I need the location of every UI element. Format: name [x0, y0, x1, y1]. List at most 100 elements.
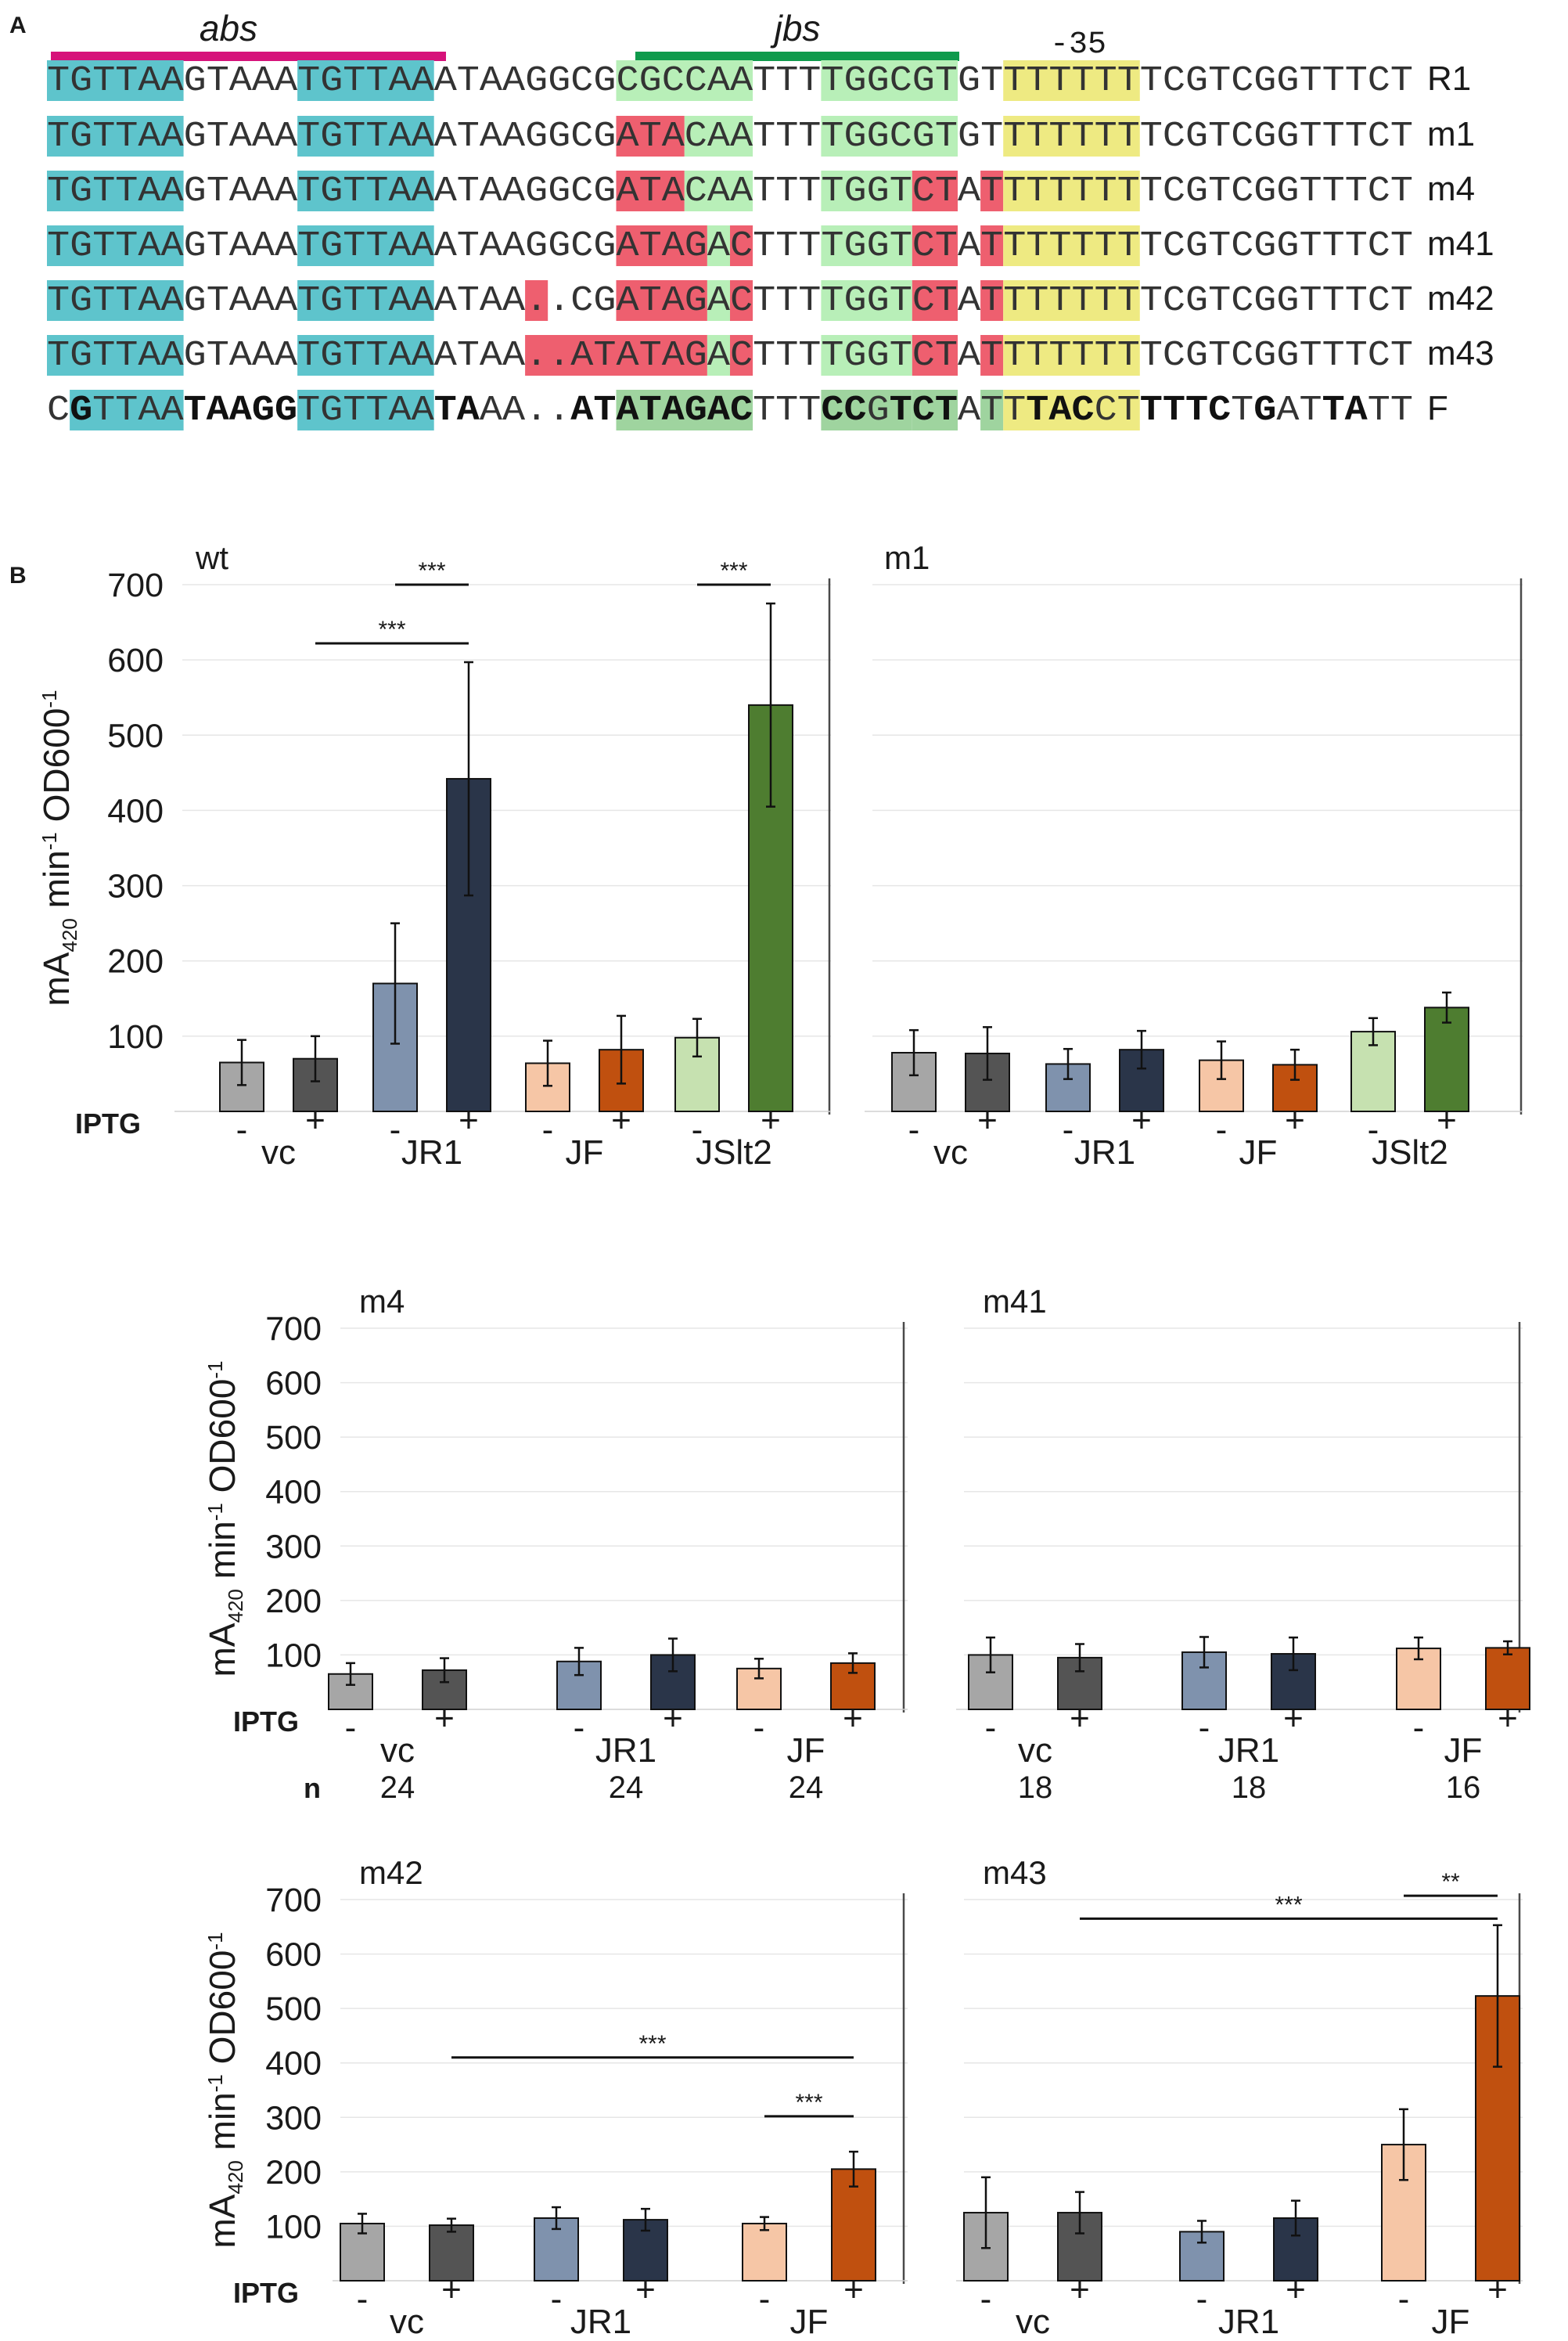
sequence-char: T [1117, 391, 1140, 430]
iptg-sign: - [542, 1111, 554, 1149]
box-abs [47, 171, 184, 211]
panel-title: m43 [983, 1854, 1047, 1891]
sequence-char: C [912, 391, 935, 430]
sequence-char: A [1276, 391, 1299, 430]
box-abs [70, 390, 184, 430]
group-label-jf: JF [1432, 2303, 1470, 2341]
sequence-label: m41 [1427, 225, 1494, 263]
y-axis-label-part: mA [202, 1622, 243, 1677]
box-m35 [1003, 335, 1140, 376]
n-label: n [304, 1772, 321, 1804]
box-mut [616, 116, 685, 157]
significance-label: *** [795, 2090, 822, 2116]
box-jbs [707, 335, 730, 376]
significance-label: *** [418, 558, 445, 584]
iptg-sign: - [357, 2280, 369, 2318]
sequence-row-m43: TGTTAAGTAAATGTTAAATAA..ATATAGACTTTTGGTCT… [47, 334, 1494, 376]
sequence-char: T [775, 391, 798, 430]
iptg-sign: + [843, 1699, 863, 1738]
iptg-sign: + [305, 1101, 325, 1140]
sequence-text: TGTTAAGTAAATGTTAAATAA..ATATAGACTTTTGGTCT… [47, 336, 1413, 376]
box-mut [730, 280, 753, 321]
sequence-char: G [867, 391, 890, 430]
sequence-char: T [753, 391, 775, 430]
box-mut [980, 171, 1004, 211]
iptg-sign: - [908, 1111, 920, 1149]
sequence-char: T [798, 391, 821, 430]
box-abs [297, 116, 434, 157]
iptg-sign: - [692, 1111, 703, 1149]
y-tick-label: 500 [265, 1990, 322, 2028]
n-value: 16 [1446, 1770, 1481, 1805]
sequence-char: T [1003, 391, 1026, 430]
sequence-char: T [1231, 391, 1253, 430]
iptg-sign: + [1070, 1699, 1090, 1738]
significance-label: *** [1275, 1892, 1302, 1918]
box-jbs [684, 171, 753, 211]
y-tick-label: 400 [107, 792, 164, 830]
sequence-char: A [958, 391, 980, 430]
iptg-sign: - [1368, 1111, 1379, 1149]
sequence-char: A [707, 391, 730, 430]
sequence-char: G [70, 391, 92, 430]
box-m35 [1003, 171, 1140, 211]
box-mut [616, 171, 685, 211]
n-value: 24 [789, 1770, 824, 1805]
y-tick-label: 600 [265, 1936, 322, 1974]
significance-label: *** [638, 2031, 666, 2057]
sequence-char: A [1048, 391, 1071, 430]
y-axis-label-part: -1 [38, 832, 61, 850]
jbs-region-label: jbs [770, 8, 821, 49]
sequence-char: G [275, 391, 297, 430]
box-mut [980, 225, 1004, 266]
significance-label: ** [1441, 1869, 1460, 1895]
y-tick-label: 500 [265, 1419, 322, 1457]
y-tick-label: 700 [107, 567, 164, 604]
sequence-char: G [320, 391, 343, 430]
iptg-sign: + [663, 1699, 683, 1738]
iptg-sign: + [441, 2271, 462, 2309]
sequence-text: TGTTAAGTAAATGTTAAATAAGGCGATAGACTTTTGGTCT… [47, 226, 1413, 266]
sequence-char: A [1345, 391, 1368, 430]
sequence-char: T [434, 391, 457, 430]
iptg-label: IPTG [75, 1107, 141, 1140]
box-abs [297, 335, 434, 376]
iptg-sign: - [1216, 1111, 1228, 1149]
group-label-vc: vc [380, 1731, 415, 1770]
y-tick-label: 200 [107, 943, 164, 981]
sequence-text: CGTTAATAAGGTGTTAATAAA..ATATAGACTTTCCGTCT… [47, 391, 1413, 430]
box-jbs [821, 116, 958, 157]
sequence-char: T [1300, 391, 1322, 430]
sequence-char: T [1390, 391, 1413, 430]
box-mut [616, 280, 707, 321]
box-abs [297, 390, 434, 430]
y-axis-label: mA420 min-1 OD600-1 [202, 1932, 247, 2248]
box-jbs [821, 280, 912, 321]
iptg-sign: - [345, 1709, 357, 1747]
box-abs [297, 171, 434, 211]
y-axis-label-part: min [202, 1521, 243, 1589]
iptg-sign: - [1398, 2280, 1410, 2318]
iptg-sign: - [390, 1111, 401, 1149]
sequence-char: A [229, 391, 252, 430]
iptg-sign: - [236, 1111, 248, 1149]
sequence-row-m4: TGTTAAGTAAATGTTAAATAAGGCGATACAATTTTGGTCT… [47, 170, 1475, 211]
y-axis-label-part: -1 [203, 1360, 227, 1378]
iptg-sign: - [985, 1709, 997, 1747]
box-mut [616, 225, 707, 266]
sequence-char: A [412, 391, 434, 430]
iptg-sign: + [611, 1101, 631, 1140]
y-tick-label: 200 [265, 1583, 322, 1620]
box-mut [525, 280, 548, 321]
group-label-jr1: JR1 [595, 1731, 656, 1770]
sequence-char: C [844, 391, 867, 430]
group-label-vc: vc [933, 1133, 968, 1172]
box-mut [912, 225, 958, 266]
sequence-char: T [980, 391, 1003, 430]
group-label-vc: vc [1016, 2303, 1050, 2341]
iptg-sign: - [1199, 1709, 1210, 1747]
